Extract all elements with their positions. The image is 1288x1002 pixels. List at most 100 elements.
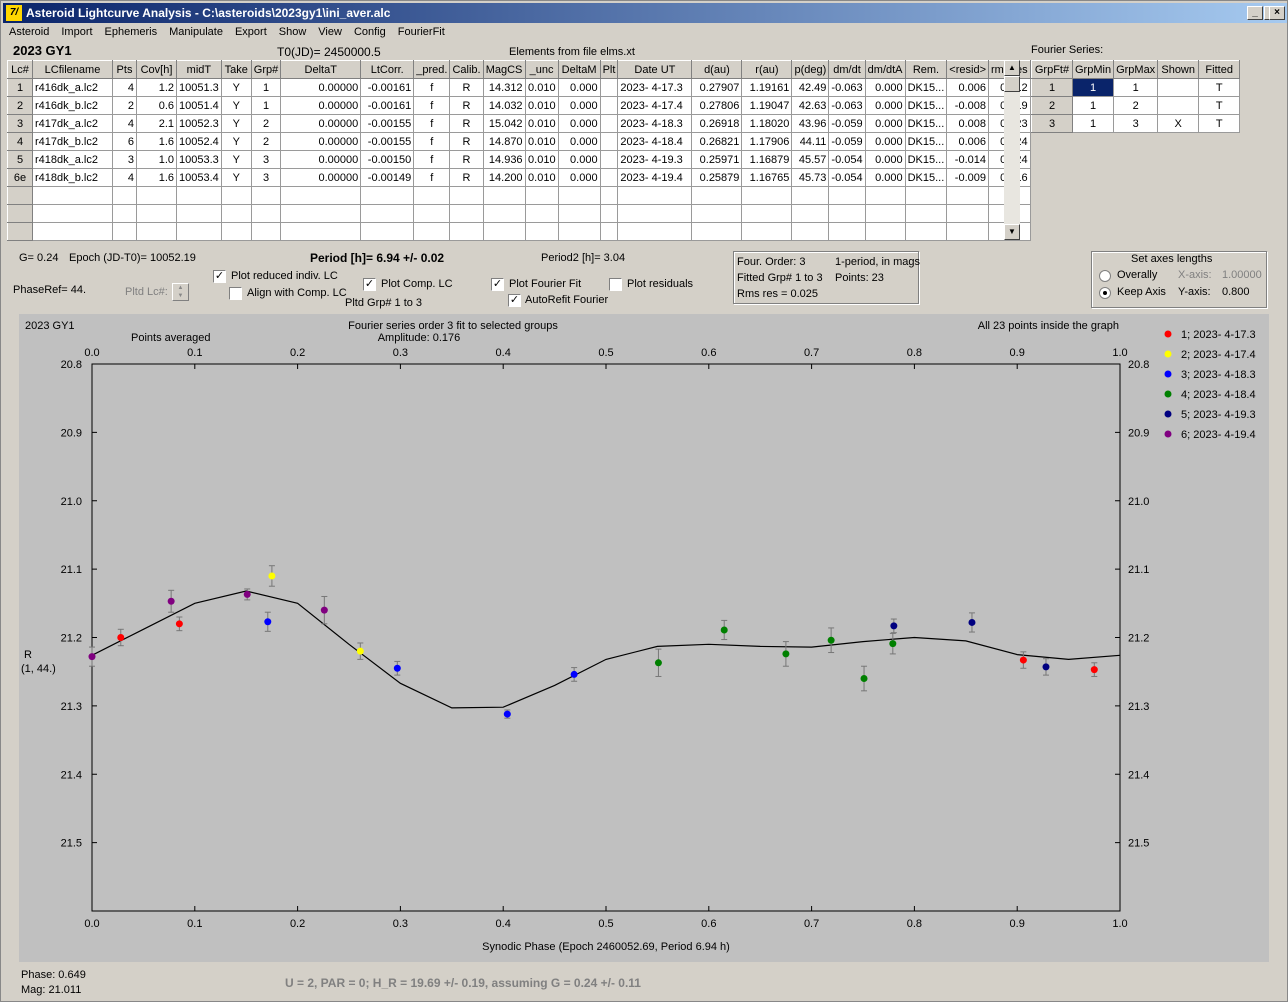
table-cell[interactable] <box>220 204 252 223</box>
fourier-row-header[interactable]: 1 <box>1031 78 1073 97</box>
table-cell[interactable]: 0.00000 <box>280 114 362 133</box>
fourier-cell[interactable]: 2 <box>1113 96 1159 115</box>
table-cell[interactable]: 43.96 <box>791 114 830 133</box>
table-cell[interactable]: 2 <box>112 96 137 115</box>
table-cell[interactable] <box>176 186 222 205</box>
table-cell[interactable] <box>946 186 989 205</box>
table-cell[interactable]: -0.059 <box>828 114 866 133</box>
table-cell[interactable] <box>946 222 989 241</box>
plot-comp-checkbox[interactable]: ✓ <box>363 278 376 291</box>
table-cell[interactable] <box>864 204 906 223</box>
table-cell[interactable] <box>112 222 137 241</box>
table-cell[interactable] <box>7 186 33 205</box>
table-cell[interactable]: 1 <box>250 78 282 97</box>
table-cell[interactable]: Y <box>220 96 252 115</box>
table-cell[interactable]: Y <box>220 168 252 187</box>
table-cell[interactable]: 14.936 <box>482 150 526 169</box>
table-cell[interactable] <box>691 186 743 205</box>
table-cell[interactable]: 0.00000 <box>280 78 362 97</box>
table-cell[interactable]: 0.010 <box>524 132 559 151</box>
table-cell[interactable]: 0.010 <box>524 96 559 115</box>
column-header[interactable]: Pts <box>112 60 137 79</box>
lightcurve-graph[interactable]: 0.0 0.0 0.1 0.1 0.2 0.2 0.3 0.3 0.4 0.4 0.5 0.5 0.6 0… <box>19 314 1269 962</box>
table-cell[interactable]: 1.2 <box>136 78 177 97</box>
table-cell[interactable]: 0.010 <box>524 168 559 187</box>
table-cell[interactable] <box>280 222 362 241</box>
column-header[interactable]: DeltaM <box>557 60 601 79</box>
table-cell[interactable]: 2023- 4-17.4 <box>617 96 693 115</box>
table-cell[interactable] <box>828 186 866 205</box>
lightcurve-table[interactable]: Lc# LCfilename Pts Cov[h] midT Take Grp# DeltaT… <box>7 60 1031 241</box>
table-cell[interactable]: R <box>449 114 484 133</box>
plot-fourier-checkbox[interactable]: ✓ <box>491 278 504 291</box>
column-header[interactable]: Take <box>220 60 252 79</box>
table-cell[interactable]: r416dk_a.lc2 <box>32 78 113 97</box>
fourier-cell[interactable]: T <box>1198 78 1241 97</box>
table-cell[interactable]: R <box>449 96 484 115</box>
table-row[interactable]: 2 r416dk_b.lc2 2 0.6 10051.4 Y 1 0.00000 -0.0016… <box>7 96 1031 115</box>
table-cell[interactable]: 2.1 <box>136 114 177 133</box>
fourier-cell[interactable]: T <box>1198 96 1241 115</box>
table-cell[interactable]: 0.6 <box>136 96 177 115</box>
table-cell[interactable] <box>482 186 526 205</box>
table-cell[interactable]: 1.0 <box>136 150 177 169</box>
column-header[interactable]: Date UT <box>617 60 693 79</box>
table-cell[interactable] <box>599 222 619 241</box>
table-cell[interactable] <box>617 186 693 205</box>
fourier-cell[interactable]: 1 <box>1113 78 1159 97</box>
table-cell[interactable] <box>599 78 619 97</box>
table-cell[interactable] <box>557 186 601 205</box>
table-cell[interactable] <box>220 186 252 205</box>
overally-radio[interactable] <box>1099 270 1111 282</box>
table-cell[interactable]: 0.000 <box>864 114 906 133</box>
table-cell[interactable]: 0.000 <box>557 150 601 169</box>
align-comp-checkbox[interactable] <box>229 287 242 300</box>
table-row[interactable]: 3 r417dk_a.lc2 4 2.1 10052.3 Y 2 0.00000 -0.0015… <box>7 114 1031 133</box>
table-cell[interactable] <box>599 114 619 133</box>
column-header[interactable]: Lc# <box>7 60 33 79</box>
table-cell[interactable]: 14.032 <box>482 96 526 115</box>
row-header[interactable]: 6e <box>7 168 33 187</box>
column-header[interactable]: Plt <box>599 60 619 79</box>
table-cell[interactable] <box>828 204 866 223</box>
table-cell[interactable] <box>617 204 693 223</box>
table-cell[interactable] <box>791 222 830 241</box>
table-cell[interactable]: -0.059 <box>828 132 866 151</box>
table-cell[interactable]: 10052.4 <box>176 132 222 151</box>
table-cell[interactable]: 10051.3 <box>176 78 222 97</box>
table-cell[interactable]: 2023- 4-19.4 <box>617 168 693 187</box>
table-row[interactable]: 1 r416dk_a.lc2 4 1.2 10051.3 Y 1 0.00000 -0.0016… <box>7 78 1031 97</box>
table-cell[interactable] <box>599 186 619 205</box>
table-cell[interactable]: 10053.3 <box>176 150 222 169</box>
scroll-down-icon[interactable]: ▼ <box>1004 224 1020 240</box>
fourier-row-header[interactable]: 2 <box>1031 96 1073 115</box>
table-cell[interactable]: 0.00000 <box>280 96 362 115</box>
table-cell[interactable] <box>136 186 177 205</box>
table-cell[interactable]: f <box>413 114 451 133</box>
table-cell[interactable] <box>599 132 619 151</box>
table-cell[interactable] <box>280 186 362 205</box>
table-cell[interactable]: r416dk_b.lc2 <box>32 96 113 115</box>
table-cell[interactable]: 0.00000 <box>280 168 362 187</box>
menu-export[interactable]: Export <box>234 26 267 38</box>
scroll-up-icon[interactable]: ▲ <box>1004 60 1020 76</box>
table-cell[interactable] <box>7 204 33 223</box>
fourier-row-header[interactable]: 3 <box>1031 114 1073 133</box>
table-cell[interactable]: 4 <box>112 78 137 97</box>
table-cell[interactable] <box>32 186 113 205</box>
menu-view[interactable]: View <box>318 26 342 38</box>
column-header[interactable]: LtCorr. <box>360 60 415 79</box>
table-cell[interactable] <box>176 222 222 241</box>
table-cell[interactable] <box>32 222 113 241</box>
table-cell[interactable]: 1 <box>250 96 282 115</box>
column-header[interactable]: MagCS <box>482 60 526 79</box>
column-header[interactable]: d(au) <box>691 60 743 79</box>
table-cell[interactable]: -0.00161 <box>360 78 415 97</box>
table-cell[interactable]: R <box>449 132 484 151</box>
row-header[interactable]: 3 <box>7 114 33 133</box>
table-cell[interactable]: 14.870 <box>482 132 526 151</box>
table-cell[interactable]: DK15... <box>904 96 948 115</box>
